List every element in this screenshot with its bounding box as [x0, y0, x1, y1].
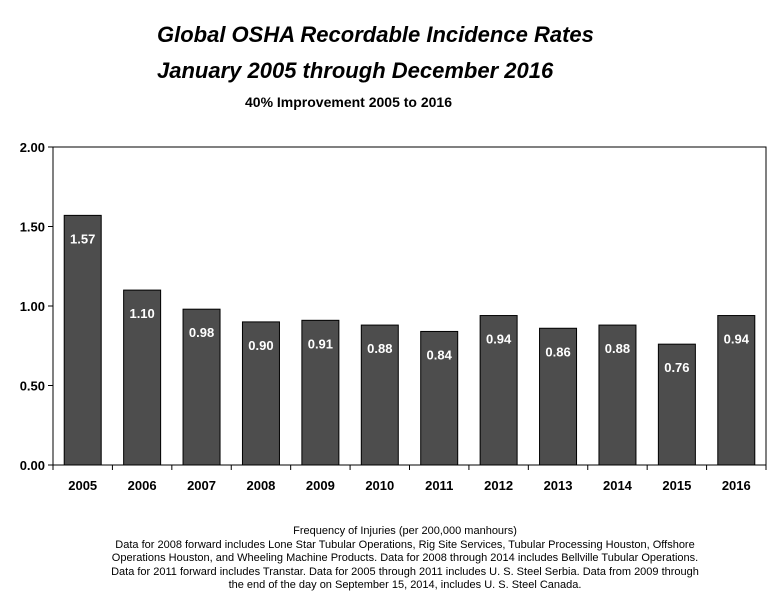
data-label-2005: 1.57: [70, 231, 95, 246]
bar-2008: [241, 321, 280, 466]
data-label-2015: 0.76: [664, 360, 689, 375]
chart-footnote: Frequency of Injuries (per 200,000 manho…: [40, 525, 770, 593]
chart-subtitle: 40% Improvement 2005 to 2016: [245, 94, 452, 110]
x-tick-label-2007: 2007: [187, 478, 216, 493]
x-tick-label-2015: 2015: [662, 478, 691, 493]
x-tick-label-2013: 2013: [544, 478, 573, 493]
bar-2006: [123, 289, 162, 466]
x-tick-label-2005: 2005: [68, 478, 97, 493]
bar-chart: 0.00 0.50 1.00 1.50 2.00 1.57 2005 1.10 2006 0.98…: [20, 140, 767, 493]
bar-2005: [63, 214, 102, 466]
data-label-2009: 0.91: [308, 336, 333, 351]
bar-2012: [479, 315, 518, 466]
data-label-2012: 0.94: [486, 332, 512, 347]
data-label-2011: 0.84: [427, 347, 453, 362]
x-tick-label-2011: 2011: [425, 478, 453, 493]
y-tick-label-0: 0.00: [20, 458, 45, 473]
bar-2014: [598, 324, 637, 466]
footnote-line-5: the end of the day on September 15, 2014…: [228, 579, 582, 591]
bar-2016: [717, 315, 756, 466]
x-tick-label-2006: 2006: [128, 478, 157, 493]
data-label-2013: 0.86: [545, 344, 570, 359]
x-tick-label-2016: 2016: [722, 478, 751, 493]
chart-title-line-2: January 2005 through December 2016: [157, 58, 554, 83]
footnote-line-4: Data for 2011 forward includes Transtar.…: [111, 565, 699, 578]
data-label-2014: 0.88: [605, 341, 630, 356]
y-tick-label-1: 0.50: [20, 379, 45, 394]
x-tick-label-2009: 2009: [306, 478, 335, 493]
bar-2011: [420, 330, 459, 466]
footnote-line-2: Data for 2008 forward includes Lone Star…: [115, 538, 695, 551]
data-label-2008: 0.90: [248, 338, 273, 353]
bar-2007: [182, 308, 221, 466]
x-tick-label-2008: 2008: [246, 478, 275, 493]
x-tick-label-2012: 2012: [484, 478, 513, 493]
x-tick-label-2014: 2014: [603, 478, 633, 493]
data-label-2006: 1.10: [129, 306, 154, 321]
chart-title: Global OSHA Recordable Incidence Rates: [157, 22, 594, 47]
y-tick-label-3: 1.50: [20, 220, 45, 235]
data-label-2016: 0.94: [724, 332, 750, 347]
bar-2010: [360, 324, 399, 466]
bar-2015: [657, 343, 696, 466]
y-tick-label-2: 1.00: [20, 299, 45, 314]
x-tick-label-2010: 2010: [365, 478, 394, 493]
bar-2009: [301, 319, 340, 466]
footnote-line-1: Frequency of Injuries (per 200,000 manho…: [293, 525, 517, 537]
bar-2013: [539, 327, 578, 466]
data-label-2010: 0.88: [367, 341, 392, 356]
y-tick-label-4: 2.00: [20, 140, 45, 155]
data-label-2007: 0.98: [189, 325, 214, 340]
footnote-line-3: Operations Houston, and Wheeling Machine…: [111, 552, 699, 564]
